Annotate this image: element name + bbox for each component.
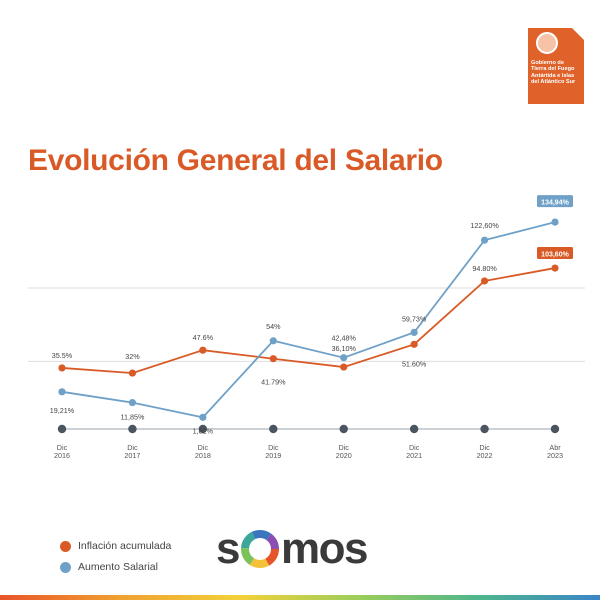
x-tick-label: Abr 2023: [547, 443, 563, 460]
data-label: 47.6%: [193, 333, 214, 342]
data-point: [58, 364, 66, 372]
data-label-box: [537, 195, 573, 208]
x-tick-label: Dic 2017: [124, 443, 140, 460]
data-label: 1,82%: [193, 426, 214, 435]
series-line-1: [61, 221, 556, 419]
bottom-color-bar: [0, 595, 600, 600]
legend-dot-salario: [60, 561, 71, 573]
data-point: [480, 277, 489, 285]
logo-line-2: Tierra del Fuego: [531, 66, 575, 73]
series-line-0: [61, 267, 556, 374]
x-tick-label: Dic 2016: [54, 443, 70, 460]
x-tick-label: Dic 2022: [477, 443, 493, 460]
data-label: 134,94%: [541, 200, 569, 207]
legend-label-inflacion: Inflación acumulada: [78, 540, 172, 552]
page-title: Evolución General del Salario: [28, 144, 443, 177]
data-point: [269, 337, 277, 345]
logo-line-1: Gobierno de: [531, 60, 564, 66]
crest-icon: [536, 32, 558, 54]
legend-label-salario: Aumento Salarial: [78, 561, 158, 573]
data-point: [551, 218, 559, 226]
data-point: [199, 346, 207, 354]
data-label: 54%: [266, 322, 281, 331]
data-label: 51.60%: [402, 359, 427, 368]
logo-fold-corner: [572, 28, 584, 40]
x-axis-dot: [128, 424, 137, 434]
data-point: [199, 413, 207, 421]
x-axis-dot: [57, 424, 67, 434]
data-point: [551, 264, 559, 272]
somos-brand-logo: s mos: [216, 524, 368, 574]
data-point: [410, 340, 418, 348]
x-tick-label: Dic 2019: [265, 443, 281, 460]
x-tick-label: Dic 2018: [195, 443, 211, 460]
data-label: 32%: [125, 352, 140, 361]
x-tick-label: Dic 2021: [406, 443, 422, 460]
data-label-box: [537, 247, 573, 260]
data-point: [410, 328, 418, 336]
logo-line-4: del Atlántico Sur: [531, 79, 576, 86]
data-label: 36,10%: [332, 344, 357, 353]
data-point: [340, 363, 348, 371]
data-label: 41.79%: [261, 378, 286, 387]
chart-legend: Inflación acumulada Aumento Salarial: [60, 537, 171, 579]
data-label: 42,48%: [332, 334, 357, 343]
data-point: [58, 388, 66, 396]
data-label: 122,60%: [470, 221, 499, 230]
legend-item-salario: Aumento Salarial: [60, 558, 171, 576]
data-label: 59,73%: [402, 314, 427, 323]
data-point: [128, 399, 137, 407]
x-axis-dot: [269, 424, 278, 434]
logo-line-3: Antártida e Islas: [531, 72, 575, 79]
government-logo: Gobierno de Tierra del Fuego Antártida e…: [528, 28, 584, 104]
data-label: 11,85%: [121, 413, 145, 422]
data-label: 103,60%: [541, 252, 569, 259]
data-label: 35.5%: [52, 351, 73, 360]
x-axis-dot: [198, 424, 208, 434]
x-tick-label: Dic 2020: [336, 443, 352, 460]
legend-dot-inflacion: [60, 540, 71, 552]
x-axis-dot: [480, 424, 489, 434]
logo-text: Gobierno de Tierra del Fuego Antártida e…: [531, 60, 583, 86]
data-point: [128, 369, 137, 377]
data-point: [340, 354, 348, 362]
x-axis-dot: [550, 424, 560, 434]
data-point: [480, 236, 489, 244]
brand-text-left: s: [216, 524, 240, 573]
legend-item-inflacion: Inflación acumulada: [60, 537, 171, 555]
brand-text-right: mos: [280, 524, 368, 573]
x-axis-dot: [409, 424, 419, 434]
data-label: 94.80%: [472, 264, 497, 273]
data-point: [269, 355, 277, 363]
x-axis-dot: [339, 424, 348, 434]
data-label: 19,21%: [50, 406, 75, 415]
brand-ring-icon: [240, 530, 279, 568]
